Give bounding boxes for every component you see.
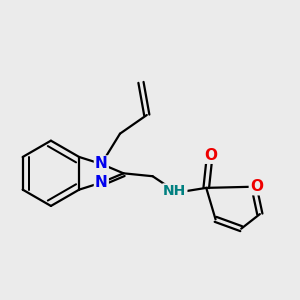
Text: O: O: [250, 179, 263, 194]
Text: N: N: [95, 175, 108, 190]
Text: N: N: [95, 157, 108, 172]
Text: NH: NH: [163, 184, 186, 198]
Text: O: O: [204, 148, 218, 163]
